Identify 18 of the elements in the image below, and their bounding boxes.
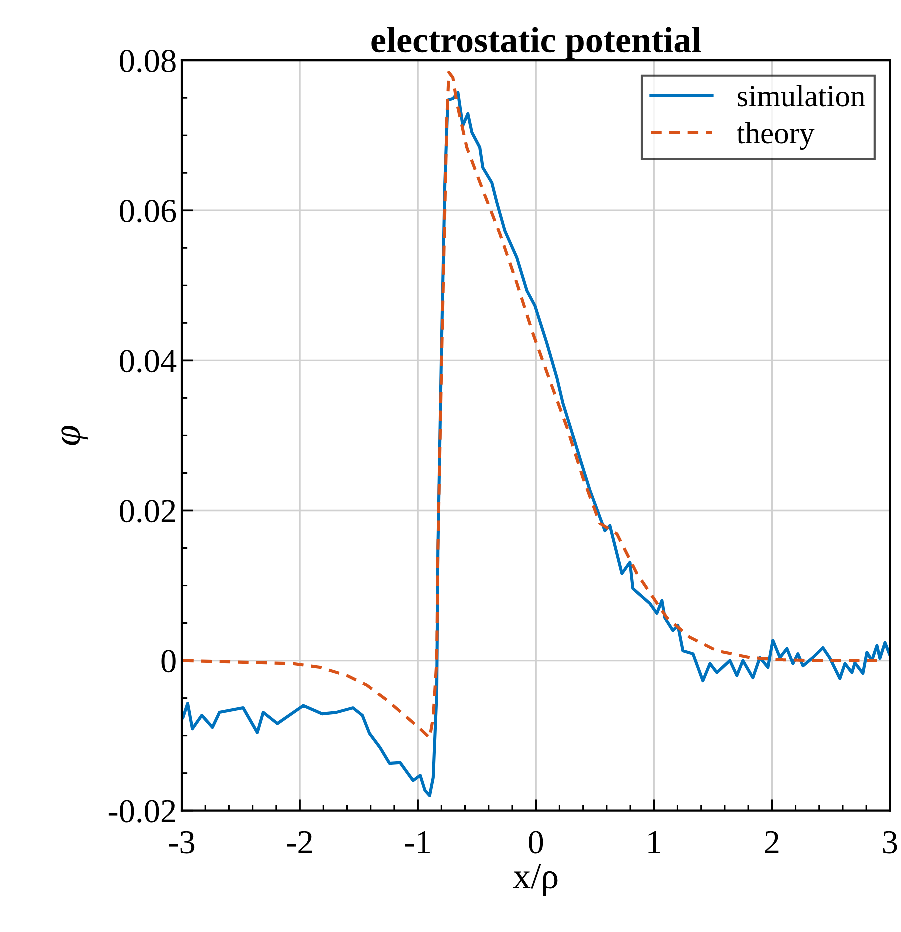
y-tick-label: 0.06 — [120, 200, 176, 223]
y-tick-label: 0.02 — [120, 500, 176, 523]
legend-label: simulation — [738, 85, 866, 107]
chart-title: electrostatic potential — [372, 27, 702, 60]
x-tick-label: 1 — [648, 831, 660, 854]
y-tick-label: 0.04 — [120, 350, 177, 373]
y-axis-title: φ — [62, 426, 88, 446]
x-tick-label: 2 — [765, 831, 779, 854]
y-tick-label: 0.08 — [120, 50, 176, 73]
x-axis-title: x/ρ — [513, 864, 558, 896]
x-tick-label: -1 — [405, 831, 430, 854]
x-tick-label: 0 — [529, 831, 544, 854]
y-tick-label: -0.02 — [108, 800, 176, 823]
x-tick-label: -2 — [287, 831, 312, 854]
x-tick-label: -3 — [169, 831, 195, 854]
legend-label: theory — [737, 122, 815, 150]
y-tick-label: 0 — [162, 650, 176, 673]
x-tick-label: 3 — [883, 831, 898, 854]
